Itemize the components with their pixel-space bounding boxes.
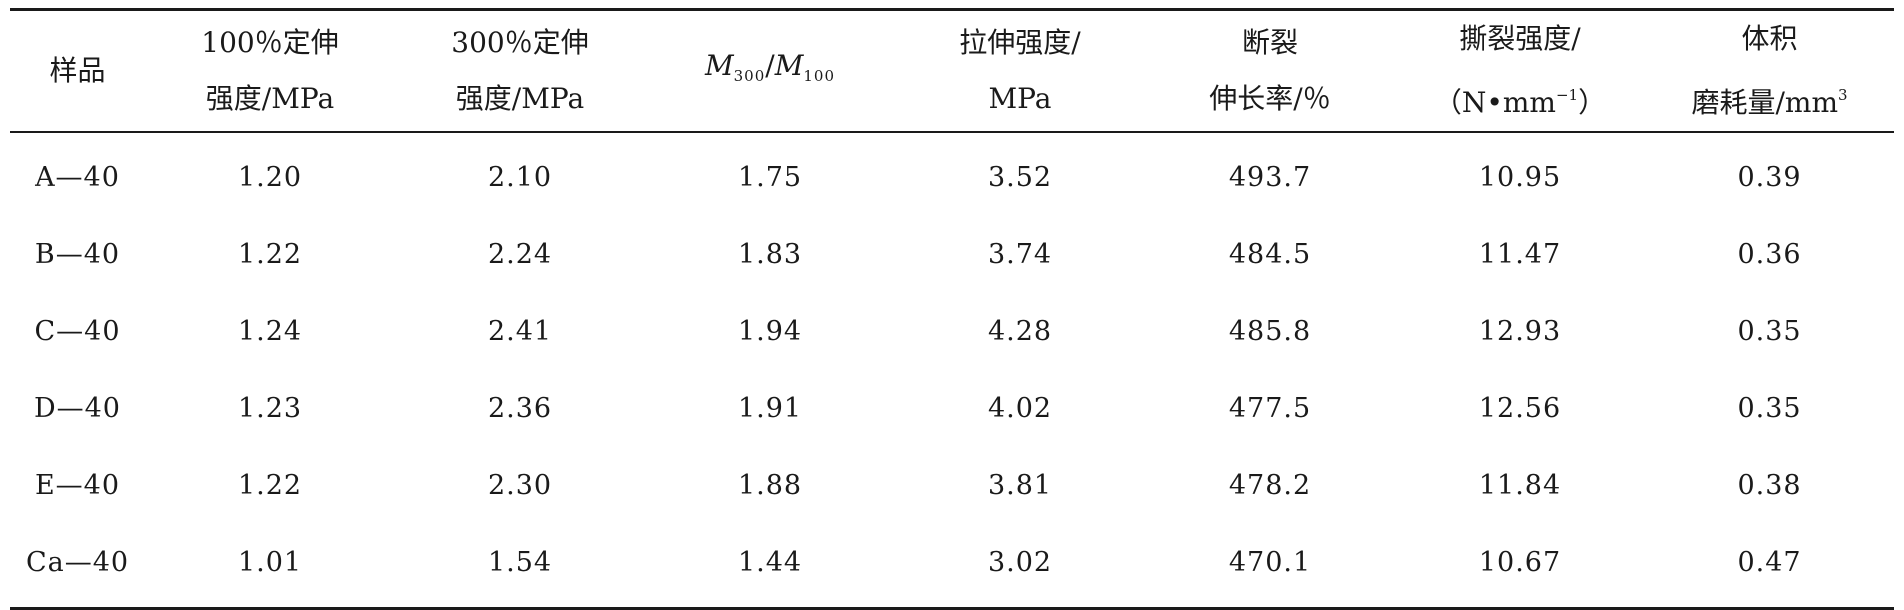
header-modulus-300-line1: 300％定伸	[451, 26, 589, 59]
properties-table: 样品 100％定伸 强度/MPa 300％定伸 强度/MPa M300/M100…	[10, 8, 1894, 610]
cell-tensile-strength: 4.28	[987, 316, 1053, 347]
cell-modulus-300: 2.36	[487, 393, 553, 424]
cell-abrasion: 0.38	[1737, 470, 1802, 501]
header-elongation-line1: 断裂	[1241, 26, 1298, 59]
cell-modulus-ratio: 1.75	[737, 162, 803, 193]
cell-tensile-strength: 3.52	[987, 162, 1053, 193]
cell-elongation: 493.7	[1228, 162, 1312, 193]
header-abrasion-unit-sup: 3	[1838, 86, 1848, 104]
cell-sample: C—40	[34, 316, 121, 347]
header-tear-line1: 撕裂强度/	[1459, 22, 1581, 55]
header-tensile-strength: 拉伸强度/ MPa	[895, 10, 1145, 133]
header-ratio-sub300: 300	[733, 67, 766, 85]
cell-tensile-strength: 3.74	[987, 239, 1053, 270]
data-table-container: 样品 100％定伸 强度/MPa 300％定伸 强度/MPa M300/M100…	[10, 8, 1894, 610]
header-tear-unit-pre: （N•mm	[1433, 86, 1556, 119]
cell-modulus-ratio: 1.44	[737, 547, 803, 578]
cell-sample: Ca—40	[25, 547, 130, 578]
cell-tensile-strength: 3.81	[987, 470, 1053, 501]
header-ratio-m2: M	[774, 49, 804, 82]
cell-sample: B—40	[34, 239, 121, 270]
cell-modulus-ratio: 1.91	[737, 393, 803, 424]
cell-sample: A—40	[35, 162, 120, 193]
cell-elongation: 485.8	[1228, 316, 1312, 347]
cell-modulus-100: 1.23	[237, 393, 303, 424]
cell-elongation: 477.5	[1228, 393, 1312, 424]
header-modulus-100: 100％定伸 强度/MPa	[145, 10, 395, 133]
header-ratio-slash: /	[765, 49, 775, 82]
cell-modulus-300: 2.24	[487, 239, 553, 270]
header-tear-strength: 撕裂强度/ （N•mm−1）	[1395, 10, 1645, 133]
cell-modulus-300: 2.30	[487, 470, 553, 501]
header-row: 样品 100％定伸 强度/MPa 300％定伸 强度/MPa M300/M100…	[10, 9, 1894, 133]
cell-tensile-strength: 3.02	[987, 547, 1053, 578]
table-header: 样品 100％定伸 强度/MPa 300％定伸 强度/MPa M300/M100…	[10, 9, 1894, 133]
header-elongation: 断裂 伸长率/％	[1145, 10, 1395, 133]
cell-abrasion: 0.47	[1737, 547, 1802, 578]
table-row: Ca—40 1.01 1.54 1.44 3.02 470.1 10.67 0.…	[10, 524, 1894, 609]
header-modulus-300: 300％定伸 强度/MPa	[395, 10, 645, 133]
table-row: B—40 1.22 2.24 1.83 3.74 484.5 11.47 0.3…	[10, 216, 1894, 293]
cell-tear-strength: 12.93	[1478, 316, 1562, 347]
header-modulus-100-line2: 强度/MPa	[205, 82, 335, 115]
cell-tensile-strength: 4.02	[987, 393, 1053, 424]
cell-sample: E—40	[34, 470, 121, 501]
cell-abrasion: 0.35	[1737, 393, 1802, 424]
cell-sample: D—40	[33, 393, 121, 424]
header-tensile-line1: 拉伸强度/	[959, 26, 1081, 59]
header-abrasion-line2: 磨耗量/mm3	[1645, 67, 1894, 131]
cell-abrasion: 0.39	[1737, 162, 1802, 193]
cell-tear-strength: 10.67	[1478, 547, 1562, 578]
cell-modulus-ratio: 1.88	[737, 470, 803, 501]
table-row: A—40 1.20 2.10 1.75 3.52 493.7 10.95 0.3…	[10, 132, 1894, 216]
cell-tear-strength: 11.47	[1478, 239, 1562, 270]
header-tear-unit-sup: −1	[1555, 86, 1579, 104]
table-row: D—40 1.23 2.36 1.91 4.02 477.5 12.56 0.3…	[10, 370, 1894, 447]
header-tear-line2: （N•mm−1）	[1395, 67, 1645, 131]
header-elongation-line2: 伸长率/％	[1209, 82, 1331, 115]
header-tensile-line2: MPa	[988, 82, 1052, 115]
cell-modulus-100: 1.22	[237, 239, 303, 270]
cell-modulus-300: 1.54	[487, 547, 553, 578]
cell-modulus-100: 1.22	[237, 470, 303, 501]
cell-modulus-300: 2.10	[487, 162, 553, 193]
header-tear-unit-post: ）	[1578, 86, 1607, 119]
cell-abrasion: 0.35	[1737, 316, 1802, 347]
cell-tear-strength: 11.84	[1478, 470, 1562, 501]
cell-tear-strength: 12.56	[1478, 393, 1562, 424]
header-sample: 样品	[10, 10, 145, 133]
header-modulus-ratio: M300/M100	[645, 10, 895, 133]
header-ratio-m1: M	[704, 49, 734, 82]
cell-modulus-100: 1.20	[237, 162, 303, 193]
cell-modulus-100: 1.24	[237, 316, 303, 347]
header-modulus-300-line2: 强度/MPa	[455, 82, 585, 115]
table-body: A—40 1.20 2.10 1.75 3.52 493.7 10.95 0.3…	[10, 132, 1894, 609]
header-sample-label: 样品	[49, 54, 106, 87]
cell-modulus-300: 2.41	[487, 316, 553, 347]
cell-elongation: 478.2	[1228, 470, 1312, 501]
cell-modulus-ratio: 1.83	[737, 239, 803, 270]
cell-elongation: 470.1	[1228, 547, 1312, 578]
table-row: E—40 1.22 2.30 1.88 3.81 478.2 11.84 0.3…	[10, 447, 1894, 524]
header-abrasion-unit-pre: 磨耗量/mm	[1691, 86, 1838, 119]
header-ratio-sub100: 100	[803, 67, 836, 85]
cell-modulus-100: 1.01	[237, 547, 303, 578]
cell-elongation: 484.5	[1228, 239, 1312, 270]
header-abrasion: 体积 磨耗量/mm3	[1645, 10, 1894, 133]
cell-modulus-ratio: 1.94	[737, 316, 803, 347]
table-row: C—40 1.24 2.41 1.94 4.28 485.8 12.93 0.3…	[10, 293, 1894, 370]
header-abrasion-line1: 体积	[1741, 22, 1798, 55]
cell-tear-strength: 10.95	[1478, 162, 1562, 193]
header-modulus-100-line1: 100％定伸	[201, 26, 339, 59]
cell-abrasion: 0.36	[1737, 239, 1802, 270]
